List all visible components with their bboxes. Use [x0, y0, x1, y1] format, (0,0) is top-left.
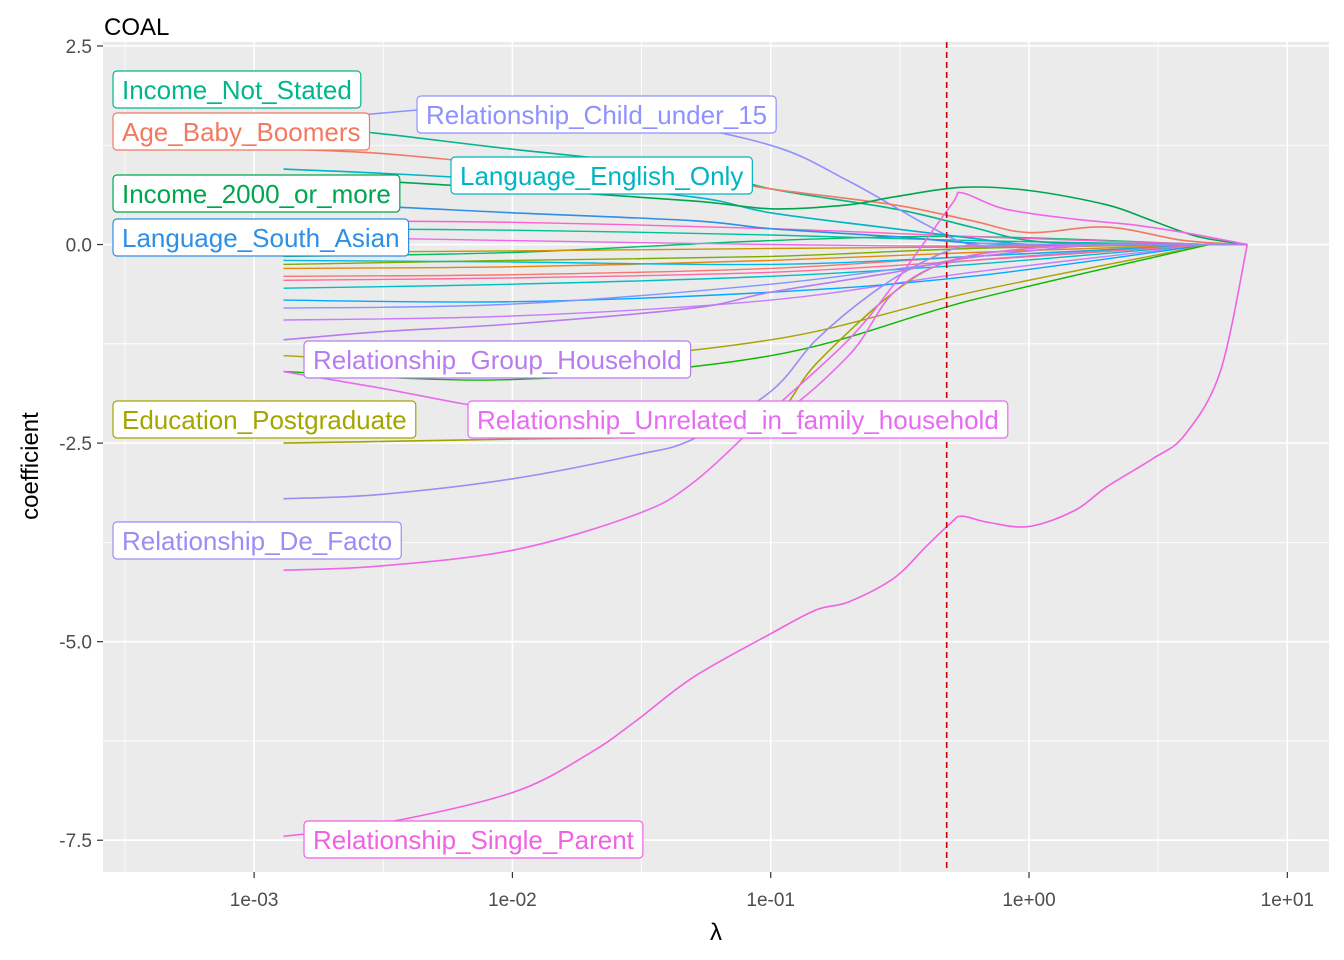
coefficient-path: [283, 243, 1210, 266]
series-label-box: [450, 156, 753, 195]
series-label: Education_Postgraduate: [112, 400, 417, 439]
coefficient-path: [283, 191, 1248, 571]
series-labels: Income_Not_Stated Relationship_Child_unde…: [112, 70, 1009, 859]
series-label-text: Education_Postgraduate: [122, 405, 407, 435]
series-label: Income_2000_or_more: [112, 174, 401, 213]
coefficient-path: [283, 243, 1210, 281]
coefficient-path: [283, 243, 1210, 270]
series-label-box: [303, 340, 692, 379]
x-tick-label: 1e-01: [746, 890, 795, 911]
series-label: Relationship_Child_under_15: [416, 95, 777, 134]
series-label-text: Relationship_Group_Household: [313, 345, 682, 375]
y-tick-label: 0.0: [66, 236, 92, 257]
coefficient-path: [283, 243, 1210, 381]
series-label: Income_Not_Stated: [112, 70, 362, 109]
x-axis-ticks: 1e-03 1e-02 1e-01 1e+00 1e+01: [230, 872, 1314, 911]
series-label: Relationship_De_Facto: [112, 521, 402, 560]
coefficient-path: [283, 243, 1210, 289]
series-label: Age_Baby_Boomers: [112, 112, 371, 151]
y-axis-ticks: 2.5 0.0 -2.5 -5.0 -7.5: [59, 37, 103, 852]
series-label: Relationship_Group_Household: [303, 340, 692, 379]
series-label-box: [112, 174, 401, 213]
coefficient-path: [283, 243, 1210, 309]
series-label-box: [112, 400, 417, 439]
series-label-text: Income_Not_Stated: [122, 75, 352, 105]
series-label: Language_South_Asian: [112, 218, 410, 257]
series-label-text: Relationship_Unrelated_in_family_househo…: [477, 405, 999, 435]
x-tick-label: 1e+01: [1261, 890, 1314, 911]
x-tick-label: 1e-02: [488, 890, 537, 911]
x-axis-label: λ: [710, 919, 722, 946]
x-tick-label: 1e-03: [230, 890, 279, 911]
series-label-text: Relationship_Child_under_15: [426, 100, 767, 130]
series-label-text: Relationship_Single_Parent: [313, 825, 635, 855]
y-tick-label: -5.0: [59, 633, 92, 654]
y-tick-label: -7.5: [59, 831, 92, 852]
x-tick-label: 1e+00: [1002, 890, 1055, 911]
y-axis-label: coefficient: [17, 412, 44, 520]
chart-title: COAL: [104, 14, 169, 41]
coefficient-path: [283, 244, 1249, 838]
coefficient-path: [283, 235, 1210, 258]
series-label-box: [303, 820, 644, 859]
y-tick-label: 2.5: [66, 37, 92, 58]
series-label-text: Language_English_Only: [460, 161, 743, 191]
series-label-box: [112, 112, 371, 151]
series-label-box: [467, 400, 1009, 439]
series-label-box: [112, 521, 402, 560]
series-label: Relationship_Unrelated_in_family_househo…: [467, 400, 1009, 439]
series-label-box: [112, 218, 410, 257]
y-tick-label: -2.5: [59, 434, 92, 455]
series-label-text: Income_2000_or_more: [122, 179, 391, 209]
coefficient-path: [283, 243, 1210, 321]
series-label-text: Relationship_De_Facto: [122, 526, 392, 556]
series-label: Relationship_Single_Parent: [303, 820, 644, 859]
series-label: Language_English_Only: [450, 156, 753, 195]
series-label-box: [112, 70, 362, 109]
series-label-text: Language_South_Asian: [122, 223, 400, 253]
series-label-box: [416, 95, 777, 134]
coefficient-path: [283, 242, 1248, 500]
series-label-text: Age_Baby_Boomers: [122, 117, 360, 147]
coefficient-path: [283, 235, 1210, 247]
